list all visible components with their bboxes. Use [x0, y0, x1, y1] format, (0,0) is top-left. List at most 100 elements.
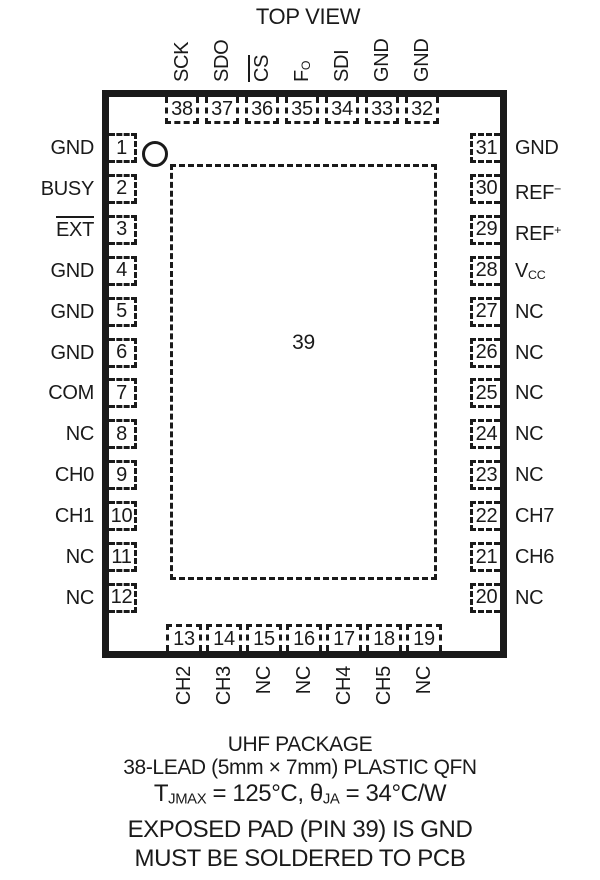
label-part: = 125°C, θ	[206, 780, 324, 807]
caption-line-5: MUST BE SOLDERED TO PCB	[0, 844, 600, 873]
pin-box-5: 5	[109, 296, 137, 327]
pin-label-29: REF+	[515, 215, 561, 245]
label-part: REF	[515, 222, 555, 245]
label-part: O	[299, 60, 314, 71]
pin-box-11: 11	[109, 542, 137, 572]
label-part: NC	[413, 666, 435, 695]
pin-label-8: NC	[14, 419, 95, 449]
caption-line-3: TJMAX = 125°C, θJA = 34°C/W	[0, 779, 600, 815]
pin-number: 10	[110, 504, 133, 527]
label-part: JMAX	[168, 791, 207, 808]
label-part: NC	[515, 382, 544, 405]
pin-number: 4	[116, 259, 127, 282]
pin-label-5: GND	[14, 297, 94, 327]
label-part: GND	[411, 38, 433, 82]
label-part: CH0	[54, 464, 94, 487]
pin-label-20: NC	[515, 583, 544, 613]
label-part: NC	[515, 423, 544, 446]
label-part: NC	[515, 586, 544, 609]
pin-box-18: 18	[366, 624, 402, 651]
pin-number: 33	[371, 97, 393, 120]
pin-label-15: NC	[253, 666, 275, 694]
label-part: NC	[293, 666, 315, 695]
label-part: −	[554, 181, 562, 196]
pin-number: 25	[475, 381, 498, 404]
label-part: SCK	[171, 41, 193, 82]
pin-number: 31	[475, 136, 498, 159]
pin-label-11: NC	[14, 542, 95, 572]
pin-number: 32	[411, 97, 433, 120]
pin-box-2: 2	[109, 173, 137, 204]
pin-label-7: COM	[14, 378, 94, 408]
label-part: CH5	[373, 666, 395, 706]
overline-text: CS	[248, 54, 273, 82]
pin-number: 19	[413, 627, 435, 650]
pin-box-36: 36	[245, 97, 279, 124]
label-part: CH4	[333, 666, 355, 706]
pin-box-4: 4	[109, 255, 137, 286]
pin-box-37: 37	[205, 97, 239, 124]
pin-box-25: 25	[470, 378, 500, 409]
pin-label-21: CH6	[515, 542, 554, 572]
pin-label-26: NC	[515, 338, 544, 368]
pin-box-31: 31	[470, 133, 500, 163]
pin-number: 16	[293, 627, 315, 650]
pin-number: 17	[333, 627, 355, 650]
pin-label-25: NC	[515, 378, 544, 408]
pin-label-16: NC	[293, 666, 315, 694]
pin-box-1: 1	[109, 133, 137, 163]
pin-box-17: 17	[326, 624, 362, 651]
pin-box-24: 24	[470, 419, 500, 450]
pin-box-8: 8	[109, 419, 137, 450]
pin-box-10: 10	[109, 501, 137, 532]
pin-number: 36	[251, 97, 273, 120]
pin-number: 23	[475, 463, 498, 486]
diagram-title: TOP VIEW	[255, 4, 361, 29]
label-part: V	[515, 259, 529, 282]
pin-box-38: 38	[165, 97, 199, 124]
label-part: CH1	[54, 505, 94, 528]
label-part: JA	[322, 791, 340, 808]
label-part: REF	[515, 182, 555, 205]
pin-label-28: VCC	[515, 256, 546, 286]
pin-number: 27	[475, 300, 498, 323]
pin-label-33: GND	[371, 38, 393, 82]
pin-label-14: CH3	[213, 666, 235, 705]
pin-box-9: 9	[109, 460, 137, 491]
pin-number: 2	[116, 177, 127, 200]
label-part: CC	[528, 267, 546, 282]
pin-label-18: CH5	[373, 666, 395, 705]
pin-number: 20	[475, 586, 498, 609]
label-part: NC	[65, 546, 95, 568]
label-part: F	[291, 70, 313, 82]
pin-label-30: REF−	[515, 174, 561, 204]
label-part: CH7	[515, 505, 555, 528]
pin-number: 26	[475, 341, 498, 363]
label-part: CH6	[515, 546, 555, 568]
pin-box-30: 30	[470, 173, 500, 204]
pin-label-17: CH4	[333, 666, 355, 705]
caption-line-4: EXPOSED PAD (PIN 39) IS GND	[0, 815, 600, 844]
pin-number: 18	[373, 627, 395, 650]
label-part: NC	[515, 341, 544, 364]
label-part: GND	[50, 137, 94, 159]
pin-box-3: 3	[109, 214, 137, 245]
label-part: NC	[253, 666, 275, 695]
pin-number: 29	[475, 218, 498, 241]
pin-number: 24	[475, 422, 498, 445]
pin-box-13: 13	[166, 624, 202, 651]
pin-box-12: 12	[109, 582, 137, 613]
pin-number: 11	[111, 545, 132, 568]
label-part: MUST BE SOLDERED TO PCB	[134, 844, 466, 872]
label-part: T	[153, 780, 169, 807]
pin-number: 22	[475, 504, 498, 527]
pin-box-27: 27	[470, 296, 500, 327]
pin-label-6: GND	[14, 338, 94, 368]
pin-label-19: NC	[413, 666, 435, 694]
pin-number: 13	[173, 627, 195, 650]
pin1-indicator-icon	[142, 141, 168, 167]
label-part: 38-LEAD (5mm × 7mm) PLASTIC QFN	[123, 756, 477, 779]
pin-label-36: CS	[248, 54, 273, 82]
label-part: COM	[48, 382, 94, 405]
